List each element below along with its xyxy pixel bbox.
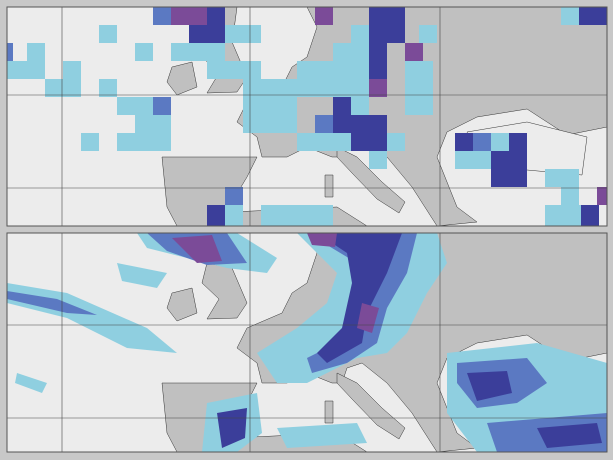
coarse-precip-cells — [7, 7, 607, 226]
graticule — [7, 233, 607, 452]
fine-precip-field — [7, 233, 607, 452]
graticule — [7, 7, 607, 226]
coarse-map-panel — [6, 6, 608, 227]
fine-map-panel — [6, 232, 608, 453]
